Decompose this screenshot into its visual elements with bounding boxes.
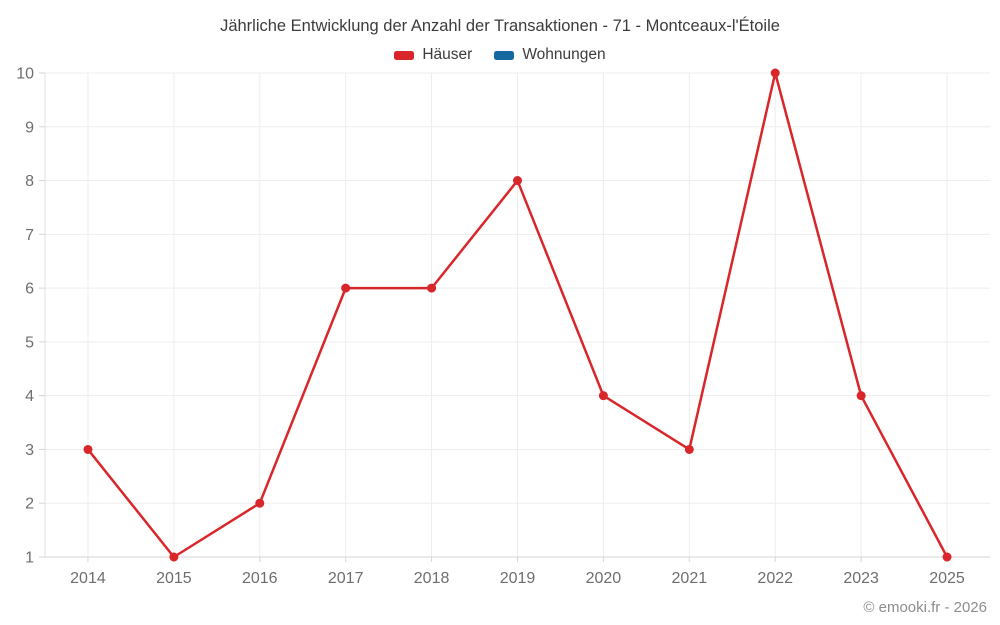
legend-item-häuser[interactable]: Häuser	[394, 46, 472, 64]
legend-swatch-wohnungen	[494, 50, 515, 60]
data-point-häuser-2021[interactable]	[684, 444, 694, 454]
data-point-häuser-2014[interactable]	[83, 444, 93, 454]
x-tick-label: 2018	[414, 570, 450, 587]
data-point-häuser-2018[interactable]	[427, 283, 437, 293]
data-point-häuser-2020[interactable]	[598, 391, 608, 401]
y-tick-label: 3	[25, 442, 34, 459]
y-tick-label: 5	[25, 334, 34, 351]
data-point-häuser-2015[interactable]	[169, 552, 179, 562]
x-tick-label: 2014	[70, 570, 106, 587]
data-point-häuser-2017[interactable]	[341, 283, 351, 293]
x-tick-label: 2022	[757, 570, 793, 587]
x-tick-label: 2025	[929, 570, 965, 587]
x-tick-label: 2019	[500, 570, 536, 587]
y-tick-label: 9	[25, 119, 34, 136]
legend-label: Wohnungen	[522, 46, 606, 63]
x-tick-label: 2016	[242, 570, 278, 587]
data-point-häuser-2025[interactable]	[942, 552, 952, 562]
x-tick-label: 2020	[586, 570, 622, 587]
data-point-häuser-2023[interactable]	[856, 391, 866, 401]
data-point-häuser-2022[interactable]	[770, 68, 780, 78]
legend-item-wohnungen[interactable]: Wohnungen	[494, 46, 606, 64]
x-tick-label: 2023	[843, 570, 879, 587]
copyright-text: © emooki.fr - 2026	[863, 599, 987, 616]
x-tick-label: 2021	[672, 570, 708, 587]
legend-label: Häuser	[422, 46, 473, 63]
legend-swatch-häuser	[394, 50, 415, 60]
data-point-häuser-2016[interactable]	[255, 498, 265, 508]
y-tick-label: 6	[25, 281, 34, 298]
data-point-häuser-2019[interactable]	[513, 176, 522, 186]
y-tick-label: 2	[25, 496, 34, 513]
x-tick-label: 2015	[156, 570, 192, 587]
y-tick-label: 1	[25, 550, 34, 567]
x-tick-label: 2017	[328, 570, 364, 587]
chart-title: Jährliche Entwicklung der Anzahl der Tra…	[220, 17, 780, 35]
chart-legend: Häuser Wohnungen	[0, 46, 1000, 64]
y-tick-label: 7	[25, 227, 34, 244]
y-tick-label: 8	[25, 173, 34, 190]
y-tick-label: 4	[25, 388, 34, 405]
y-tick-label: 10	[16, 66, 34, 83]
